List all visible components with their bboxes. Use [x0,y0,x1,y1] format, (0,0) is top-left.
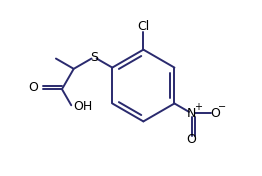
Text: O: O [29,81,39,94]
Text: O: O [187,133,196,146]
Text: Cl: Cl [137,20,150,33]
Text: OH: OH [73,100,92,113]
Text: S: S [90,51,98,64]
Text: +: + [194,102,202,112]
Text: O: O [210,107,220,120]
Text: −: − [218,102,226,112]
Text: N: N [187,107,196,120]
